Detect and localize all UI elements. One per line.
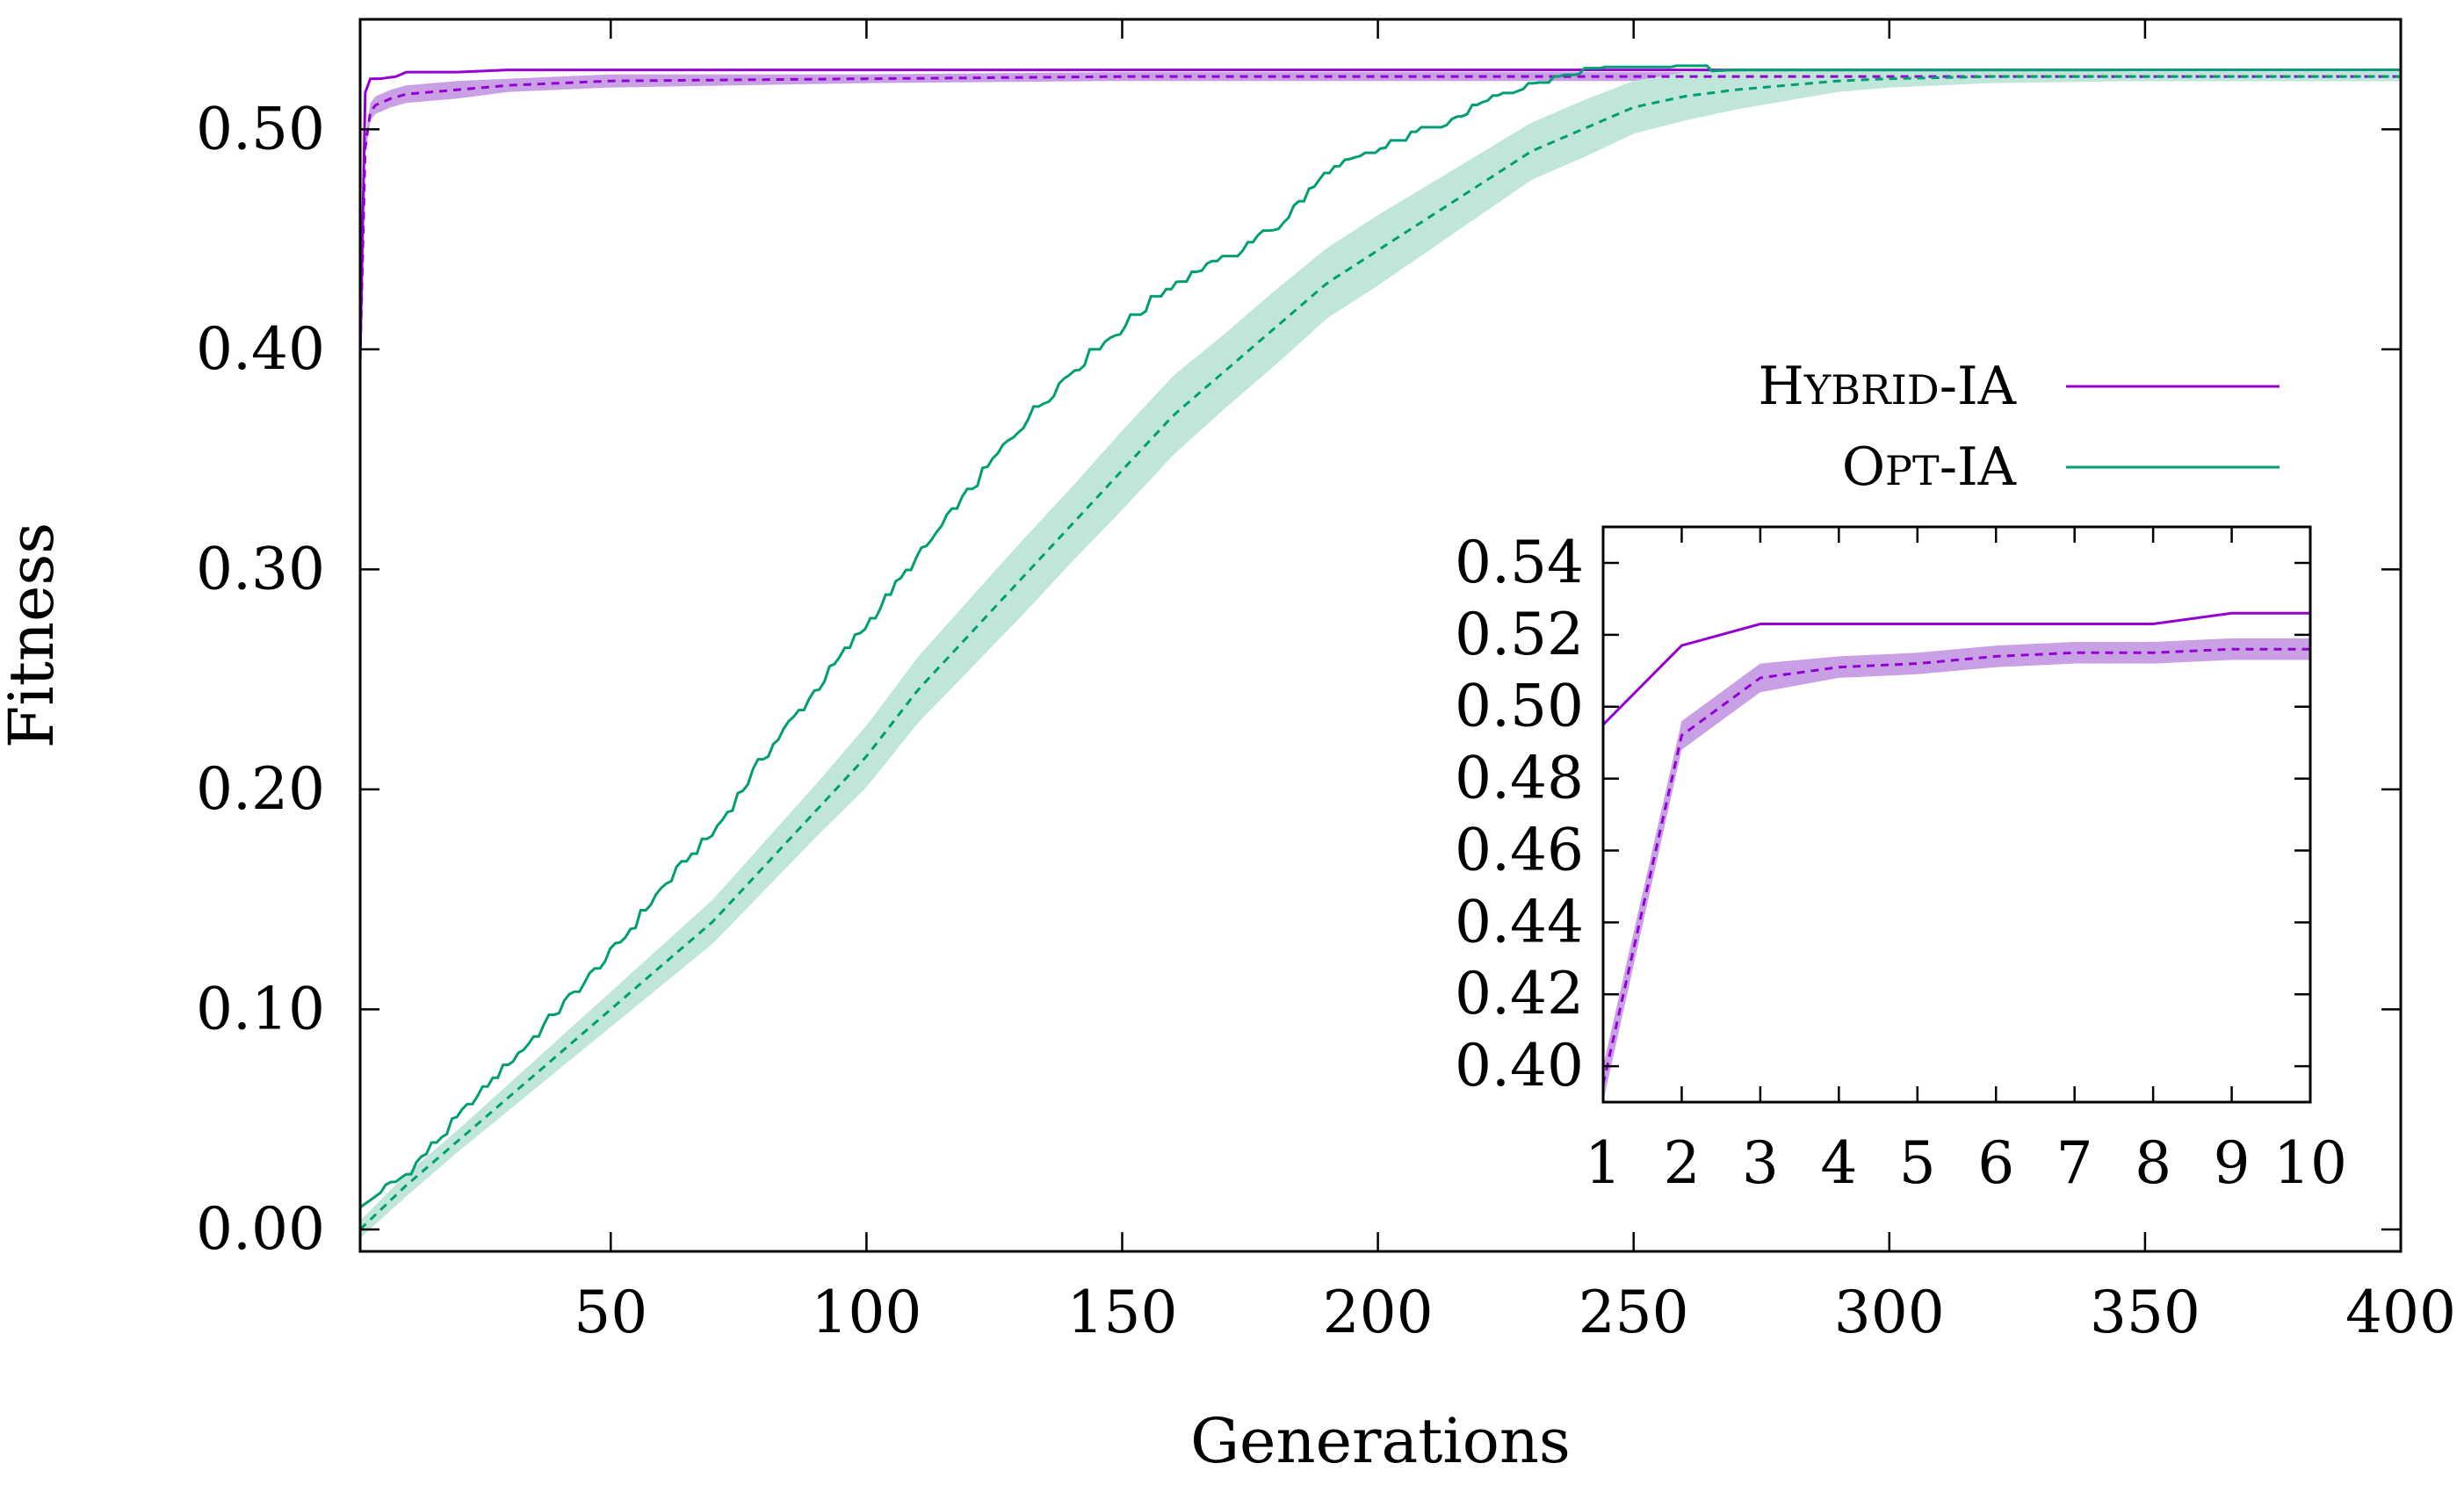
- y-tick-label: 0.44: [1455, 888, 1584, 955]
- y-tick-label: 0.20: [196, 755, 325, 823]
- y-tick-label: 0.50: [196, 95, 325, 162]
- main-plot: 50 100 150 200 250 300 350 400 0.00 0.10 0.20 0.30 0…: [0, 18, 2456, 1477]
- y-tick-label: 0.40: [196, 315, 325, 383]
- y-tick-label: 0.52: [1455, 601, 1584, 668]
- series-line-1: [1601, 647, 2310, 1085]
- x-tick-label: 350: [2090, 1279, 2200, 1346]
- x-tick-label: 5: [1899, 1129, 1936, 1197]
- y-tick-label: 0.48: [1455, 745, 1584, 812]
- x-tick-label: 50: [574, 1279, 647, 1346]
- legend-label-small: PT: [1885, 447, 1940, 494]
- y-tick-label: 0.10: [196, 975, 325, 1042]
- x-tick-label: 150: [1066, 1279, 1177, 1346]
- y-tick-label: 0.00: [196, 1195, 325, 1263]
- legend-label-1: OPT-IA: [1842, 436, 2017, 498]
- y-tick-label: 0.50: [1455, 673, 1584, 740]
- legend-label-main: H: [1759, 356, 1804, 417]
- x-tick-label: 100: [811, 1279, 921, 1346]
- inset-backdrop: [1410, 518, 2319, 1207]
- series-line-0: [1601, 611, 2310, 726]
- legend-label-0: HYBRID-IA: [1759, 356, 2017, 417]
- x-tick-label: 2: [1663, 1129, 1700, 1197]
- series-line-3: [358, 75, 2401, 1230]
- x-axis-title: Generations: [1190, 1405, 1571, 1477]
- x-tick-label: 6: [1977, 1129, 2014, 1197]
- x-tick-label: 10: [2273, 1129, 2347, 1197]
- legend-label-small: YBRID: [1803, 366, 1940, 414]
- x-tick-label: 300: [1834, 1279, 1945, 1346]
- legend-label-main: O: [1842, 436, 1885, 498]
- x-tick-label: 1: [1585, 1129, 1622, 1197]
- inset-plot: 1 2 3 4 5 6 7 8 9 10 0.400.420.440.460.480.500.520…: [1410, 518, 2347, 1207]
- y-tick-label: 0.54: [1455, 529, 1584, 596]
- series-line-2: [359, 64, 2401, 1209]
- x-tick-label: 250: [1579, 1279, 1689, 1346]
- y-tick-label: 0.46: [1455, 816, 1584, 883]
- legend-label-tail: -IA: [1940, 436, 2017, 498]
- x-tick-label: 400: [2345, 1279, 2456, 1346]
- x-tick-label: 3: [1742, 1129, 1779, 1197]
- plot-frame: [358, 18, 2403, 1253]
- x-tick-label: 200: [1323, 1279, 1434, 1346]
- legend-label-tail: -IA: [1940, 356, 2017, 417]
- x-tick-label: 7: [2056, 1129, 2093, 1197]
- y-tick-label: 0.42: [1455, 960, 1584, 1027]
- y-axis-title: Fitness: [0, 523, 68, 748]
- x-tick-label: 9: [2214, 1129, 2251, 1197]
- y-tick-label: 0.30: [196, 535, 325, 602]
- x-tick-label: 4: [1820, 1129, 1857, 1197]
- plot-frame: [1601, 525, 2312, 1104]
- x-tick-label: 8: [2135, 1129, 2171, 1197]
- y-tick-label: 0.40: [1455, 1032, 1584, 1099]
